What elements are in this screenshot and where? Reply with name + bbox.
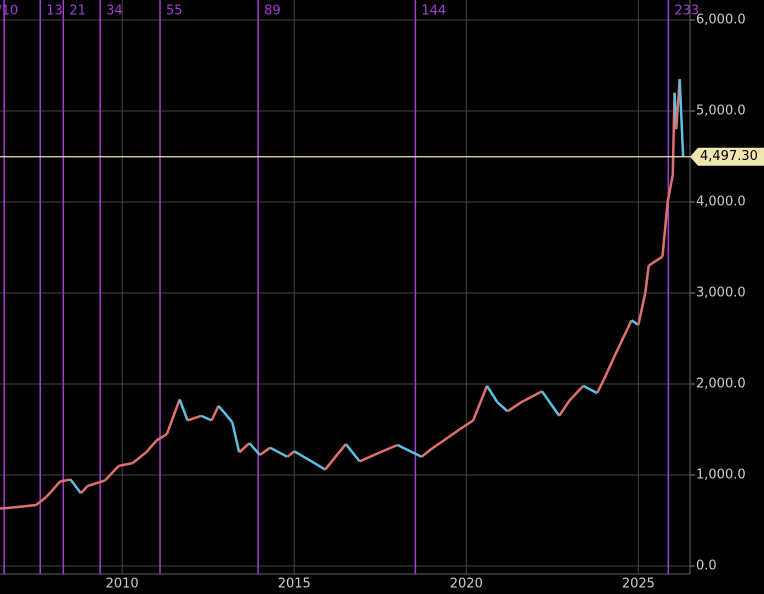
price-segment — [87, 479, 106, 488]
price-segment — [60, 478, 71, 483]
price-segment — [458, 419, 474, 431]
price-segment — [661, 201, 669, 257]
x-tick-label: 2015 — [278, 577, 311, 592]
y-tick-label: 3,000.0 — [696, 286, 746, 301]
x-tick-label: 2025 — [622, 577, 655, 592]
time-zone-label: 144 — [421, 4, 446, 19]
price-segment — [595, 378, 606, 394]
price-segment — [568, 384, 585, 402]
time-zone-label: 21 — [69, 4, 86, 19]
price-segment — [231, 421, 241, 453]
price-segment — [18, 503, 37, 509]
y-tick-label: 5,000.0 — [696, 104, 746, 119]
time-zone-label: 13 — [46, 4, 63, 19]
price-segment — [506, 401, 523, 413]
price-segment — [104, 465, 120, 482]
y-tick-label: 4,000.0 — [696, 195, 746, 210]
price-segment — [210, 405, 220, 421]
price-segment — [118, 461, 133, 468]
y-tick-label: 6,000.0 — [696, 13, 746, 28]
price-segment — [678, 79, 685, 157]
price-segment — [637, 292, 647, 326]
price-segment — [485, 385, 499, 403]
price-segment — [131, 451, 148, 465]
price-segment — [472, 385, 489, 421]
price-segment — [344, 443, 361, 463]
price-segment — [431, 435, 450, 450]
price-segment — [286, 450, 296, 458]
price-segment — [178, 399, 189, 421]
price-segment — [666, 174, 675, 203]
time-zone-label: 89 — [264, 4, 281, 19]
price-segment — [293, 450, 313, 463]
price-segment — [324, 443, 347, 471]
x-tick-label: 2010 — [106, 577, 139, 592]
price-segment — [35, 495, 48, 507]
price-segment — [187, 414, 202, 422]
time-zone-label: 34 — [106, 4, 123, 19]
time-zone-label: 2006/10 — [0, 4, 18, 19]
price-segment — [79, 485, 89, 495]
price-segment — [396, 443, 423, 458]
price-segment — [648, 255, 664, 267]
price-segment — [602, 356, 616, 380]
price-segment — [520, 390, 543, 404]
price-segment — [359, 451, 381, 463]
price-segment — [379, 443, 398, 454]
price-segment — [420, 447, 433, 458]
last-price-label: 4,497.30 — [700, 149, 758, 164]
price-segment — [155, 432, 168, 442]
price-segment — [613, 319, 633, 358]
price-segment — [644, 265, 650, 294]
price-segment — [45, 480, 62, 498]
y-tick-label: 0.0 — [696, 559, 717, 574]
price-segment — [310, 460, 326, 471]
price-segment — [238, 442, 251, 454]
price-segment — [448, 428, 461, 438]
x-tick-label: 2020 — [450, 577, 483, 592]
price-segment — [200, 414, 213, 422]
time-zone-label: 233 — [674, 4, 699, 19]
price-segment — [165, 399, 181, 435]
y-tick-label: 2,000.0 — [696, 377, 746, 392]
price-segment — [217, 405, 234, 424]
price-segment — [558, 399, 571, 417]
price-segment — [582, 384, 598, 395]
time-zone-label: 55 — [166, 4, 183, 19]
y-tick-label: 1,000.0 — [696, 468, 746, 483]
price-segment — [69, 478, 82, 494]
price-segment — [269, 446, 288, 458]
price-segment — [145, 439, 158, 454]
price-segment — [540, 390, 561, 417]
price-segment — [0, 505, 20, 510]
price-segment — [259, 446, 271, 457]
price-segment — [630, 319, 640, 326]
price-segment — [248, 442, 261, 456]
price-segment — [496, 401, 509, 413]
last-price-tag — [690, 147, 764, 166]
